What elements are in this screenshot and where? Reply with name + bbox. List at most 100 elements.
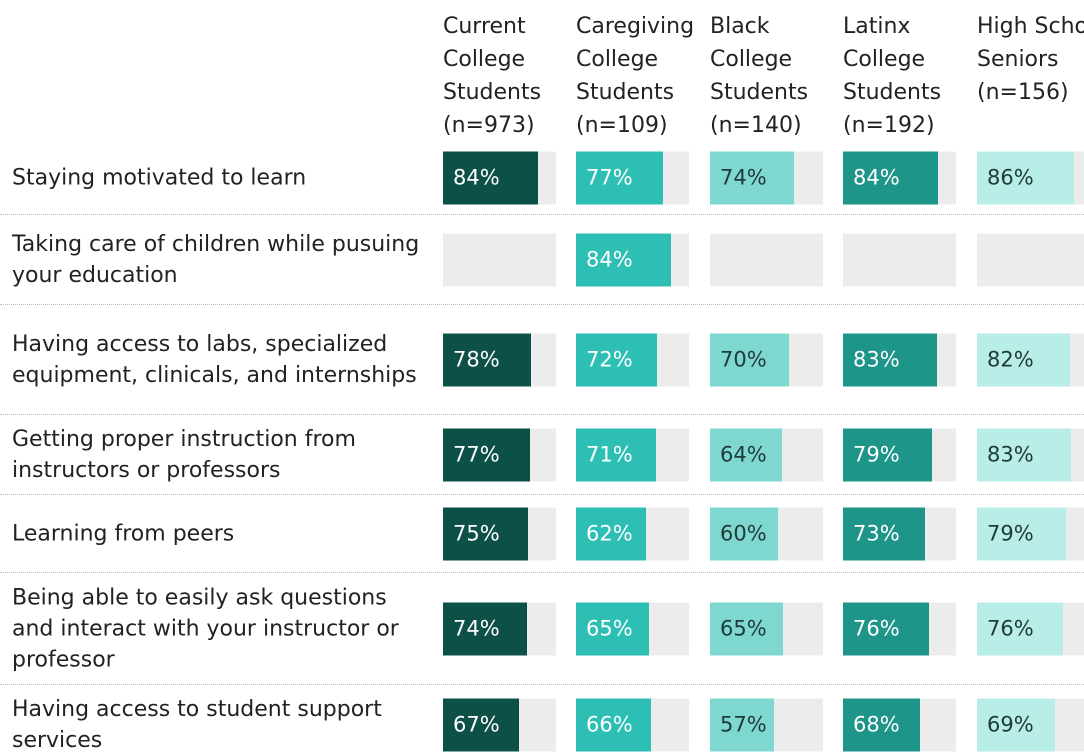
bar xyxy=(710,333,790,386)
value-label: 75% xyxy=(453,521,500,545)
bar-track: 78% xyxy=(443,333,556,386)
value-label: 74% xyxy=(453,616,500,640)
value-label: 83% xyxy=(987,442,1034,466)
bar xyxy=(576,602,650,655)
bar xyxy=(843,698,920,752)
bar-track: 82% xyxy=(977,333,1084,386)
bar-track: 60% xyxy=(710,507,823,560)
value-label: 76% xyxy=(853,616,900,640)
bar xyxy=(977,333,1070,386)
bar-track: 77% xyxy=(576,151,689,205)
value-label: 86% xyxy=(987,165,1034,190)
row: Taking care of children while pusuing yo… xyxy=(0,215,1084,305)
bar-track xyxy=(443,233,556,286)
bar-track: 69% xyxy=(977,698,1084,752)
bar xyxy=(843,428,933,481)
bar xyxy=(576,428,657,481)
bar-track: 76% xyxy=(843,602,956,655)
column-header: Latinx College Students (n=192) xyxy=(843,14,942,138)
row: Being able to easily ask questions and i… xyxy=(0,573,1084,685)
bar-track: 74% xyxy=(443,602,556,655)
bar xyxy=(843,333,937,386)
bar-track: 64% xyxy=(710,428,823,481)
row-label: Getting proper instruction from instruct… xyxy=(12,426,356,483)
bar xyxy=(443,428,530,481)
value-label: 65% xyxy=(720,616,767,640)
bar xyxy=(443,333,532,386)
bar xyxy=(443,602,527,655)
bar-track: 79% xyxy=(843,428,956,481)
bar xyxy=(443,151,538,205)
bar xyxy=(977,698,1055,752)
bar-track: 62% xyxy=(576,507,689,560)
bar-track: 79% xyxy=(977,507,1084,560)
bar-track: 77% xyxy=(443,428,556,481)
row-label: Having access to labs, specialized equip… xyxy=(12,331,417,388)
row: Getting proper instruction from instruct… xyxy=(0,415,1084,495)
row-label: Staying motivated to learn xyxy=(12,165,307,191)
bar-track: 76% xyxy=(977,602,1084,655)
row: Staying motivated to learn 84% 77% 74% 84% 86… xyxy=(0,142,1084,215)
bar-track xyxy=(843,233,956,286)
bar xyxy=(710,602,784,655)
bar-track: 75% xyxy=(443,507,556,560)
bar-track: 57% xyxy=(710,698,823,752)
bar xyxy=(710,507,778,560)
value-label: 70% xyxy=(720,347,767,371)
bar xyxy=(710,428,783,481)
value-label: 83% xyxy=(853,347,900,371)
bar xyxy=(843,507,926,560)
bar-track xyxy=(710,233,823,286)
column-header: Current College Students (n=973) xyxy=(443,14,542,138)
value-label: 77% xyxy=(586,165,633,190)
bar xyxy=(443,507,528,560)
value-label: 62% xyxy=(586,521,633,545)
bar xyxy=(576,507,647,560)
bar xyxy=(576,333,658,386)
value-label: 65% xyxy=(586,616,633,640)
value-label: 84% xyxy=(853,165,900,190)
bar-track: 84% xyxy=(443,151,556,205)
value-label: 71% xyxy=(586,442,633,466)
row-label: Learning from peers xyxy=(12,521,235,546)
row-label: Taking care of children while pusuing yo… xyxy=(12,231,420,288)
bar xyxy=(843,151,938,205)
value-label: 69% xyxy=(987,712,1034,737)
value-label: 64% xyxy=(720,442,767,466)
value-label: 72% xyxy=(586,347,633,371)
bar-track: 83% xyxy=(843,333,956,386)
value-label: 68% xyxy=(853,712,900,737)
value-label: 79% xyxy=(987,521,1034,545)
bar xyxy=(843,602,929,655)
bar-track: 86% xyxy=(977,151,1084,205)
value-label: 60% xyxy=(720,521,767,545)
bar-track: 66% xyxy=(576,698,689,752)
bar xyxy=(977,507,1067,560)
value-label: 84% xyxy=(453,165,500,190)
value-label: 73% xyxy=(853,521,900,545)
bar-track: 84% xyxy=(576,233,689,286)
bar xyxy=(576,233,671,286)
bar xyxy=(576,698,651,752)
column-header: Black College Students (n=140) xyxy=(710,14,809,138)
bar xyxy=(576,151,663,205)
value-label: 67% xyxy=(453,712,500,737)
value-label: 82% xyxy=(987,347,1034,371)
value-label: 84% xyxy=(586,247,633,271)
bar-track: 65% xyxy=(710,602,823,655)
bar-track: 68% xyxy=(843,698,956,752)
bar-track: 84% xyxy=(843,151,956,205)
value-label: 66% xyxy=(586,712,633,737)
value-label: 77% xyxy=(453,442,500,466)
bar xyxy=(443,698,519,752)
bar-track xyxy=(977,233,1084,286)
bar-track: 73% xyxy=(843,507,956,560)
bar xyxy=(710,698,775,752)
value-label: 74% xyxy=(720,165,767,190)
bar xyxy=(977,151,1075,205)
bar xyxy=(710,151,794,205)
row-label: Having access to student support service… xyxy=(12,697,382,753)
value-label: 57% xyxy=(720,712,767,737)
bar-track: 72% xyxy=(576,333,689,386)
